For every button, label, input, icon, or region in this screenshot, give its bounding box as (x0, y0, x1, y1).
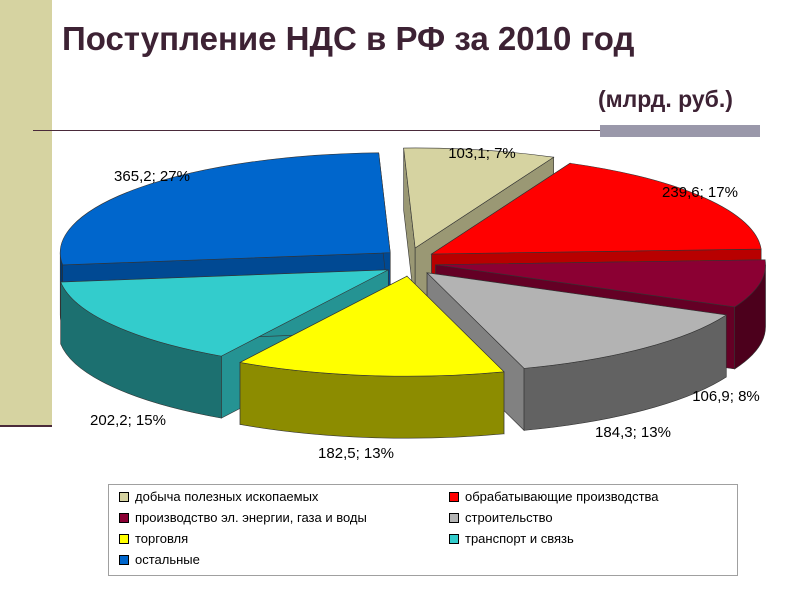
legend-swatch (449, 533, 459, 544)
slice-label-5: 182,5; 13% (318, 445, 394, 462)
legend-item-7: остальные (119, 552, 200, 567)
slice-label-6: 202,2; 15% (90, 412, 166, 429)
slice-label-1: 103,1; 7% (448, 145, 516, 162)
legend-label: торговля (135, 531, 189, 546)
page-title: Поступление НДС в РФ за 2010 год (62, 20, 635, 57)
decorative-side-bar (0, 0, 52, 427)
legend-label: добыча полезных ископаемых (135, 489, 319, 504)
legend-item-5: торговля (119, 531, 188, 546)
legend-swatch (119, 533, 129, 544)
legend-swatch (119, 491, 129, 502)
unit-label: (млрд. руб.) (598, 86, 733, 112)
legend-label: производство эл. энергии, газа и воды (135, 510, 367, 525)
pie-slice-4 (426, 272, 728, 432)
slice-label-4: 184,3; 13% (595, 424, 671, 441)
slice-label-7: 365,2; 27% (114, 168, 190, 185)
legend-swatch (449, 512, 459, 523)
chart-legend: добыча полезных ископаемых обрабатывающие… (108, 484, 738, 576)
legend-item-1: добыча полезных ископаемых (119, 489, 318, 504)
legend-item-2: обрабатывающие производства (449, 489, 659, 504)
legend-item-6: транспорт и связь (449, 531, 574, 546)
legend-label: строительство (465, 510, 553, 525)
legend-label: транспорт и связь (465, 531, 574, 546)
legend-item-4: строительство (449, 510, 553, 525)
decorative-side-line (0, 425, 52, 427)
legend-label: остальные (135, 552, 200, 567)
pie-slice-5 (239, 275, 505, 439)
legend-label: обрабатывающие производства (465, 489, 659, 504)
slice-label-2: 239,6; 17% (662, 184, 738, 201)
legend-item-3: производство эл. энергии, газа и воды (119, 510, 367, 525)
legend-swatch (119, 512, 129, 523)
slice-label-3: 106,9; 8% (692, 388, 760, 405)
title-divider-accent (600, 125, 760, 137)
title-divider (33, 130, 760, 131)
legend-swatch (449, 491, 459, 502)
legend-swatch (119, 554, 129, 565)
